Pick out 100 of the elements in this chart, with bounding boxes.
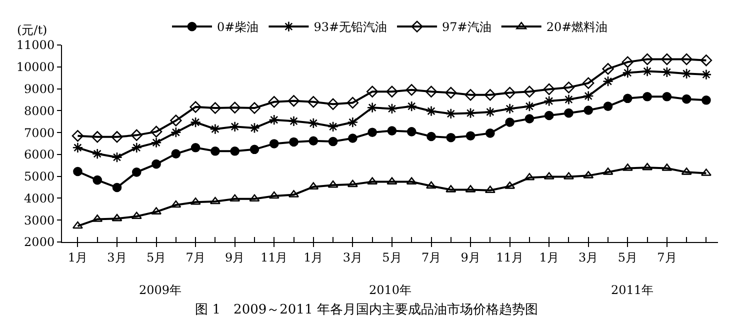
point bbox=[564, 108, 574, 118]
x-tick-label: 3月 bbox=[342, 250, 362, 264]
point bbox=[268, 96, 280, 108]
y-tick-label: 9000 bbox=[24, 82, 55, 96]
point bbox=[544, 96, 555, 106]
point bbox=[269, 139, 279, 148]
text: 2010年 bbox=[369, 283, 412, 297]
y-tick-label: 7000 bbox=[24, 126, 55, 140]
point bbox=[152, 159, 161, 169]
legend-label: 93#无铅汽油 bbox=[314, 20, 388, 34]
y-tick-label: 3000 bbox=[24, 213, 55, 228]
point bbox=[131, 142, 142, 154]
point bbox=[406, 84, 418, 96]
point bbox=[210, 124, 221, 134]
point bbox=[368, 128, 377, 137]
point bbox=[112, 214, 122, 222]
point bbox=[230, 146, 240, 156]
point bbox=[327, 98, 339, 110]
point bbox=[249, 194, 260, 202]
point bbox=[582, 90, 594, 102]
point bbox=[406, 100, 418, 112]
point bbox=[346, 96, 359, 109]
point bbox=[387, 126, 397, 136]
point bbox=[328, 180, 338, 188]
point bbox=[347, 180, 358, 188]
point bbox=[288, 94, 300, 107]
x-tick-label: 7月 bbox=[421, 250, 442, 264]
point bbox=[268, 114, 280, 126]
point bbox=[308, 118, 319, 129]
point bbox=[702, 96, 711, 105]
x-tick-label: 11月 bbox=[260, 250, 288, 264]
x-tick-label: 5月 bbox=[146, 250, 166, 264]
text: 2011年 bbox=[611, 283, 654, 297]
point bbox=[249, 122, 260, 134]
point bbox=[209, 102, 222, 114]
point bbox=[308, 96, 320, 108]
point bbox=[662, 92, 672, 102]
point bbox=[426, 132, 436, 142]
point bbox=[386, 86, 398, 98]
point bbox=[484, 106, 496, 118]
point bbox=[92, 175, 102, 185]
point bbox=[642, 162, 653, 170]
point bbox=[72, 130, 84, 142]
point bbox=[130, 129, 142, 142]
point bbox=[268, 191, 280, 199]
point bbox=[190, 143, 200, 152]
point bbox=[544, 110, 554, 120]
point bbox=[190, 101, 202, 113]
y-tick-label: 8000 bbox=[24, 104, 55, 118]
point bbox=[248, 102, 260, 114]
point bbox=[524, 86, 536, 98]
point bbox=[132, 168, 142, 177]
point bbox=[308, 136, 318, 146]
point bbox=[700, 54, 712, 66]
point bbox=[584, 106, 594, 115]
point bbox=[524, 100, 535, 112]
y-tick-label: 10000 bbox=[16, 60, 55, 74]
point bbox=[700, 69, 712, 80]
point bbox=[170, 114, 182, 126]
point bbox=[661, 53, 673, 66]
point bbox=[112, 182, 122, 192]
point bbox=[661, 66, 672, 78]
point bbox=[680, 53, 692, 66]
point bbox=[504, 103, 516, 114]
point bbox=[445, 108, 456, 120]
point bbox=[190, 116, 202, 128]
x-tick-label: 5月 bbox=[618, 250, 638, 264]
point bbox=[602, 76, 614, 87]
point bbox=[563, 94, 574, 105]
point bbox=[682, 94, 692, 104]
y-tick-label: 6000 bbox=[24, 148, 55, 162]
point bbox=[426, 106, 437, 117]
point bbox=[92, 148, 103, 160]
point bbox=[210, 146, 220, 156]
y-tick-label: 11000 bbox=[16, 38, 55, 52]
x-tick-label: 5月 bbox=[382, 250, 402, 264]
point bbox=[170, 200, 182, 208]
point bbox=[484, 89, 496, 101]
point bbox=[406, 127, 416, 136]
point bbox=[131, 212, 142, 220]
point bbox=[486, 128, 495, 138]
point bbox=[445, 86, 457, 99]
point bbox=[642, 92, 652, 102]
point bbox=[622, 67, 634, 78]
legend-label: 0#柴油 bbox=[217, 20, 259, 34]
point bbox=[464, 89, 476, 101]
point bbox=[289, 137, 298, 147]
point bbox=[328, 136, 338, 146]
x-tick-label: 3月 bbox=[107, 250, 127, 264]
point bbox=[425, 86, 438, 98]
point bbox=[465, 108, 476, 119]
point bbox=[466, 131, 476, 140]
point bbox=[111, 131, 123, 143]
point bbox=[228, 102, 241, 114]
point bbox=[543, 83, 555, 96]
x-tick-label: 7月 bbox=[657, 250, 677, 264]
x-tick-label: 11月 bbox=[496, 250, 524, 264]
text: 2009年 bbox=[139, 283, 182, 297]
x-tick-label: 1月 bbox=[539, 250, 559, 264]
point bbox=[504, 86, 516, 99]
